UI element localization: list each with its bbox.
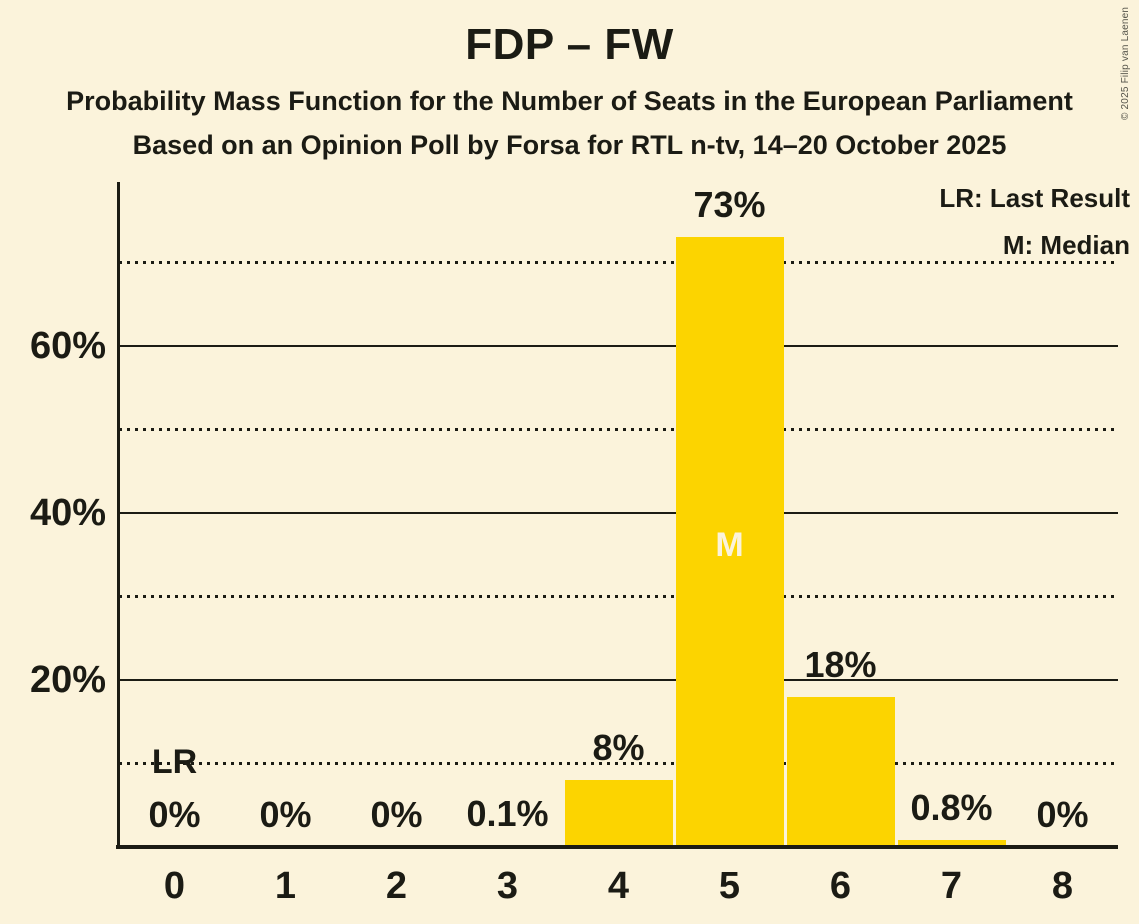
chart-subtitle-poll-source: Based on an Opinion Poll by Forsa for RT… — [132, 130, 1007, 160]
bar-seats-7 — [897, 840, 1006, 847]
bar-value-label: 0.8% — [910, 787, 993, 829]
x-axis-tick-label: 1 — [274, 865, 297, 907]
dotted-gridline-10pct — [119, 761, 1118, 765]
median-marker: M — [715, 526, 744, 564]
x-axis-tick-label: 3 — [496, 865, 519, 907]
x-axis-tick-label: 0 — [163, 865, 186, 907]
x-axis-tick-label: 6 — [829, 865, 852, 907]
y-axis-tick-label: 20% — [29, 658, 106, 701]
x-axis-tick-label: 7 — [940, 865, 963, 907]
bar-value-label: 18% — [804, 643, 877, 685]
x-axis-tick-label: 5 — [718, 865, 741, 907]
y-axis-tick-label: 60% — [29, 324, 106, 367]
legend-median: M: Median — [1002, 230, 1130, 260]
bar-value-label: 0% — [259, 794, 312, 835]
bar-seats-4 — [564, 780, 673, 847]
dotted-gridline-50pct — [119, 427, 1118, 431]
y-axis-line — [117, 182, 120, 847]
bar-seats-5 — [675, 237, 784, 847]
chart-subtitle-pmf: Probability Mass Function for the Number… — [66, 86, 1073, 116]
y-axis-tick-label: 40% — [29, 491, 106, 534]
x-axis-tick-label: 4 — [607, 865, 630, 907]
bar-seats-6 — [786, 696, 895, 847]
bar-value-label: 0.1% — [466, 793, 549, 835]
x-axis-tick-label: 8 — [1051, 865, 1074, 907]
last-result-marker: LR — [151, 743, 198, 781]
bar-value-label: 8% — [592, 727, 645, 769]
dotted-gridline-70pct — [119, 260, 1118, 264]
bar-value-label: 0% — [148, 794, 201, 835]
solid-gridline-40pct — [119, 511, 1118, 514]
chart-title: FDP – FW — [465, 20, 674, 69]
copyright-notice: © 2025 Filip van Laenen — [1120, 6, 1131, 120]
plot-area: 20% 40% 60% 0% 0 0% 1 0% 2 0.1% 3 8% 4 73% 5 18% 6 0.8% 7 0… — [30, 182, 1118, 905]
bar-value-label: 0% — [1036, 794, 1089, 835]
solid-gridline-20pct — [119, 678, 1118, 681]
x-axis-tick-label: 2 — [385, 865, 408, 907]
legend-last-result: LR: Last Result — [939, 183, 1130, 213]
x-axis-line — [116, 845, 1118, 849]
bar-value-label: 0% — [370, 794, 423, 835]
bar-value-label: 73% — [693, 184, 766, 226]
dotted-gridline-30pct — [119, 594, 1118, 598]
solid-gridline-60pct — [119, 344, 1118, 347]
